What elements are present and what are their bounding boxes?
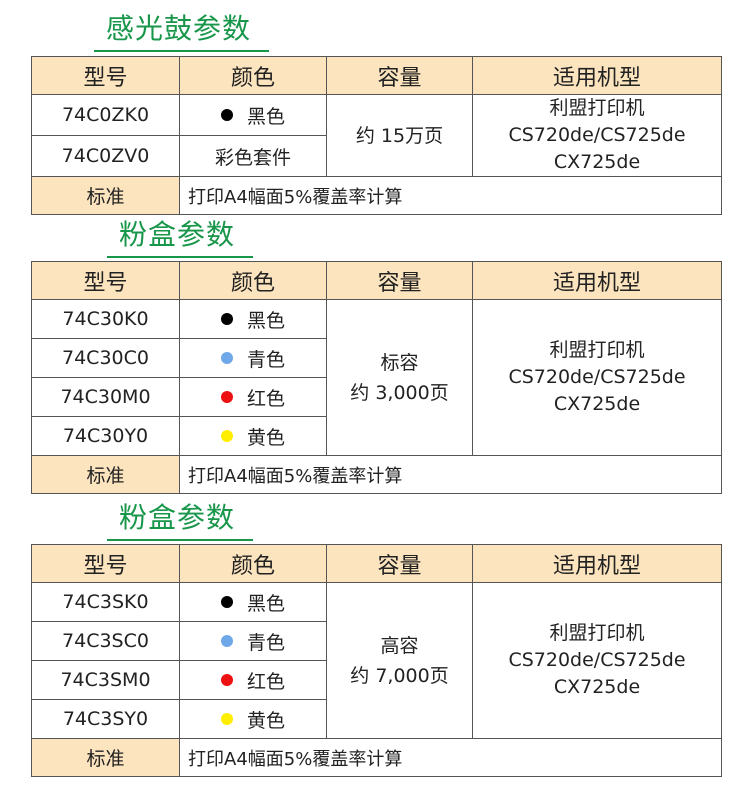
color-cell: 青色	[179, 338, 327, 378]
table-row: 74C3SM0 红色	[31, 660, 722, 700]
color-dot-icon	[220, 674, 233, 686]
header-fit: 适用机型	[472, 56, 722, 95]
fit-line: CX725de	[553, 393, 641, 415]
color-dot-icon	[220, 352, 233, 364]
model-cell: 74C3SK0	[31, 582, 180, 622]
table-row: 74C3SK0 黑色 高容 约 7,000页 利盟打印机 CS720de/CS7…	[31, 582, 722, 739]
fit-line: CX725de	[553, 151, 641, 173]
color-label: 红色	[246, 670, 285, 693]
color-label: 青色	[246, 348, 285, 371]
header-model: 型号	[31, 544, 180, 583]
fit-line: 利盟打印机	[549, 97, 645, 119]
table-row: 74C3SY0 黄色	[31, 699, 722, 739]
drum-table: 型号 颜色 容量 适用机型 74C0ZK0 黑色 约 15万页 利盟打印机 CS…	[31, 56, 722, 215]
header-capacity: 容量	[326, 56, 473, 95]
fit-line: CS720de/CS725de	[508, 366, 686, 388]
color-label: 黑色	[246, 592, 285, 615]
standard-label: 标准	[31, 738, 180, 777]
color-dot-icon	[220, 391, 233, 403]
color-label: 黑色	[246, 309, 285, 332]
color-dot-icon	[220, 313, 233, 325]
color-cell: 青色	[179, 621, 327, 661]
color-label: 黑色	[246, 105, 285, 128]
header-capacity: 容量	[326, 261, 473, 300]
capacity-cell: 标容 约 3,000页	[326, 299, 473, 456]
standard-text: 打印A4幅面5%覆盖率计算	[179, 738, 722, 777]
header-model: 型号	[31, 56, 180, 95]
table-row: 74C30K0 黑色 标容 约 3,000页 利盟打印机 CS720de/CS7…	[31, 299, 722, 456]
fit-line: CS720de/CS725de	[508, 124, 686, 146]
table-row: 74C30C0 青色	[31, 338, 722, 378]
color-dot-icon	[220, 713, 233, 725]
color-cell: 黑色	[179, 299, 327, 339]
capacity-line: 约 3,000页	[350, 381, 449, 404]
color-cell: 黄色	[179, 699, 327, 739]
capacity-line: 约 15万页	[355, 124, 444, 147]
color-dot-icon	[220, 596, 233, 608]
model-cell: 74C30K0	[31, 299, 180, 339]
header-fit: 适用机型	[472, 544, 722, 583]
color-cell: 黑色	[179, 94, 327, 136]
standard-text: 打印A4幅面5%覆盖率计算	[179, 176, 722, 215]
model-cell: 74C30C0	[31, 338, 180, 378]
table-row: 74C30M0 红色	[31, 377, 722, 417]
toner-high-section-title: 粉盒参数	[107, 499, 254, 541]
header-color: 颜色	[179, 544, 327, 583]
capacity-line: 标容	[380, 351, 419, 374]
header-color: 颜色	[179, 56, 327, 95]
capacity-line: 约 7,000页	[350, 664, 449, 687]
color-dot-icon	[220, 430, 233, 442]
color-cell: 红色	[179, 660, 327, 700]
color-cell: 彩色套件	[179, 135, 327, 177]
fit-line: 利盟打印机	[549, 339, 645, 361]
toner-std-section-title: 粉盒参数	[107, 216, 254, 258]
color-label: 彩色套件	[214, 146, 291, 169]
model-cell: 74C3SY0	[31, 699, 180, 739]
table-row: 74C3SC0 青色	[31, 621, 722, 661]
standard-row: 标准 打印A4幅面5%覆盖率计算	[31, 176, 722, 215]
standard-text: 打印A4幅面5%覆盖率计算	[179, 455, 722, 494]
header-row: 型号 颜色 容量 适用机型	[31, 261, 722, 300]
fit-line: CX725de	[553, 676, 641, 698]
fit-cell: 利盟打印机 CS720de/CS725de CX725de	[472, 94, 722, 177]
fit-line: CS720de/CS725de	[508, 649, 686, 671]
fit-cell: 利盟打印机 CS720de/CS725de CX725de	[472, 582, 722, 739]
header-row: 型号 颜色 容量 适用机型	[31, 56, 722, 95]
standard-row: 标准 打印A4幅面5%覆盖率计算	[31, 455, 722, 494]
standard-label: 标准	[31, 455, 180, 494]
color-dot-icon	[220, 635, 233, 647]
toner-std-table: 型号 颜色 容量 适用机型 74C30K0 黑色 标容 约 3,000页 利盟打…	[31, 261, 722, 494]
header-model: 型号	[31, 261, 180, 300]
capacity-cell: 高容 约 7,000页	[326, 582, 473, 739]
model-cell: 74C0ZK0	[31, 94, 180, 136]
standard-row: 标准 打印A4幅面5%覆盖率计算	[31, 738, 722, 777]
header-capacity: 容量	[326, 544, 473, 583]
color-cell: 红色	[179, 377, 327, 417]
table-row: 74C30Y0 黄色	[31, 416, 722, 456]
color-cell: 黑色	[179, 582, 327, 622]
model-cell: 74C30M0	[31, 377, 180, 417]
model-cell: 74C0ZV0	[31, 135, 180, 177]
color-label: 黄色	[246, 426, 285, 449]
standard-label: 标准	[31, 176, 180, 215]
header-color: 颜色	[179, 261, 327, 300]
color-label: 青色	[246, 631, 285, 654]
header-row: 型号 颜色 容量 适用机型	[31, 544, 722, 583]
fit-cell: 利盟打印机 CS720de/CS725de CX725de	[472, 299, 722, 456]
color-cell: 黄色	[179, 416, 327, 456]
table-row: 74C0ZV0 彩色套件	[31, 135, 722, 177]
color-dot-icon	[220, 109, 233, 121]
color-label: 黄色	[246, 709, 285, 732]
fit-line: 利盟打印机	[549, 622, 645, 644]
capacity-line: 高容	[380, 634, 419, 657]
drum-section-title: 感光鼓参数	[94, 10, 270, 52]
model-cell: 74C3SC0	[31, 621, 180, 661]
table-row: 74C0ZK0 黑色 约 15万页 利盟打印机 CS720de/CS725de …	[31, 94, 722, 177]
model-cell: 74C3SM0	[31, 660, 180, 700]
model-cell: 74C30Y0	[31, 416, 180, 456]
color-label: 红色	[246, 387, 285, 410]
capacity-cell: 约 15万页	[326, 94, 473, 177]
toner-high-table: 型号 颜色 容量 适用机型 74C3SK0 黑色 高容 约 7,000页 利盟打…	[31, 544, 722, 777]
header-fit: 适用机型	[472, 261, 722, 300]
